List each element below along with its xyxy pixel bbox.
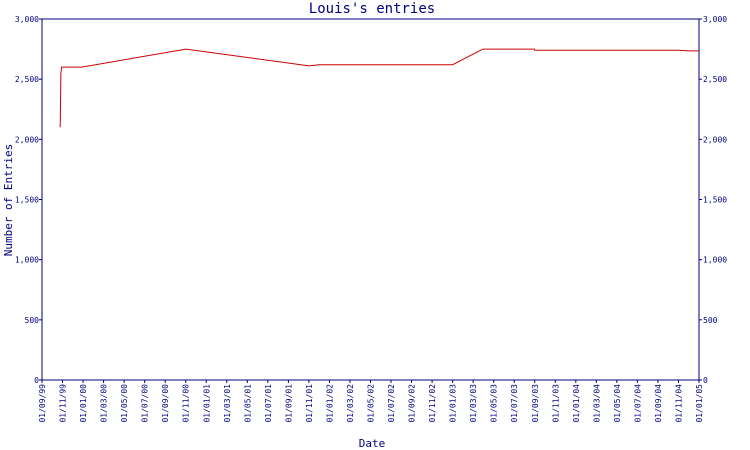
y-tick-label-left: 3,000 (15, 15, 39, 24)
x-tick-label: 01/11/00 (182, 384, 191, 423)
x-tick-label: 01/01/04 (572, 384, 581, 423)
y-tick-label-right: 2,000 (703, 135, 727, 144)
x-tick-label: 01/11/01 (305, 384, 314, 423)
x-tick-label: 01/03/01 (223, 384, 232, 423)
y-tick-label-left: 0 (34, 376, 39, 385)
x-tick-label: 01/03/04 (592, 384, 601, 423)
x-tick-label: 01/09/99 (38, 384, 47, 423)
x-tick-label: 01/07/00 (141, 384, 150, 423)
y-tick-label-right: 500 (703, 316, 718, 325)
x-tick-label: 01/05/01 (243, 384, 252, 423)
x-tick-label: 01/01/02 (325, 384, 334, 423)
x-tick-label: 01/11/99 (59, 384, 68, 423)
x-tick-label: 01/09/01 (284, 384, 293, 423)
x-axis-title: Date (359, 437, 386, 450)
y-tick-label-left: 2,000 (15, 135, 39, 144)
x-tick-label: 01/07/04 (633, 384, 642, 423)
y-tick-label-right: 1,500 (703, 196, 727, 205)
x-tick-label: 01/01/05 (695, 384, 704, 423)
series-line (59, 48, 699, 128)
x-tick-label: 01/03/03 (469, 384, 478, 423)
y-tick-label-left: 1,500 (15, 196, 39, 205)
chart-title: Louis's entries (309, 1, 435, 17)
x-tick-label: 01/09/03 (531, 384, 540, 423)
x-tick-label: 01/07/02 (387, 384, 396, 423)
x-tick-label: 01/11/04 (674, 384, 683, 423)
x-tick-label: 01/11/03 (551, 384, 560, 423)
y-tick-label-right: 1,000 (703, 256, 727, 265)
x-tick-label: 01/05/04 (613, 384, 622, 423)
x-tick-label: 01/07/01 (264, 384, 273, 423)
y-tick-label-left: 2,500 (15, 75, 39, 84)
y-tick-label-left: 500 (25, 316, 40, 325)
y-axis-title: Number of Entries (2, 144, 15, 257)
plot-frame (41, 18, 700, 381)
y-tick-label-left: 1,000 (15, 256, 39, 265)
x-tick-label: 01/05/03 (490, 384, 499, 423)
y-tick-label-right: 2,500 (703, 75, 727, 84)
x-tick-label: 01/05/00 (120, 384, 129, 423)
x-tick-label: 01/03/02 (346, 384, 355, 423)
y-tick-label-right: 3,000 (703, 15, 727, 24)
x-tick-label: 01/09/04 (654, 384, 663, 423)
x-tick-label: 01/07/03 (510, 384, 519, 423)
x-tick-label: 01/03/00 (100, 384, 109, 423)
plot-area: 0 0 500 500 1,000 1,000 1,500 1,500 2,000 2,000 2,… (15, 15, 727, 423)
x-tick-label: 01/09/02 (408, 384, 417, 423)
x-tick-label: 01/05/02 (367, 384, 376, 423)
x-tick-label: 01/11/02 (428, 384, 437, 423)
y-tick-label-right: 0 (703, 376, 708, 385)
x-tick-label: 01/01/01 (202, 384, 211, 423)
x-tick-label: 01/09/00 (161, 384, 170, 423)
x-tick-label: 01/01/03 (449, 384, 458, 423)
x-tick-label: 01/01/00 (79, 384, 88, 423)
